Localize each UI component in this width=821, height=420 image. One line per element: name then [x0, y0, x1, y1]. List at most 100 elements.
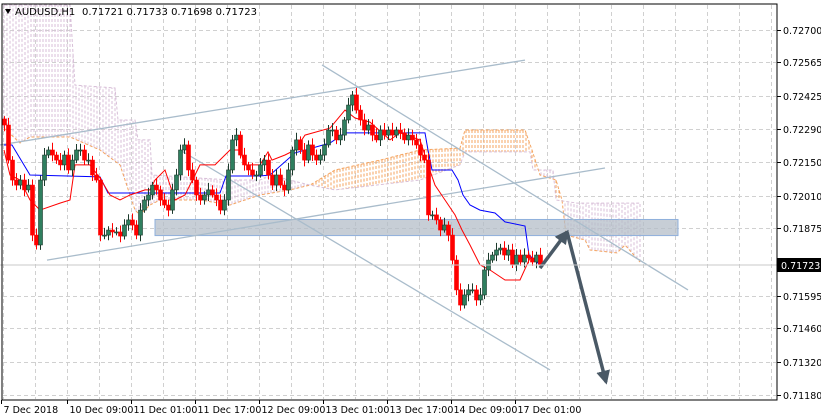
- candle: [6, 117, 11, 164]
- candle: [290, 146, 295, 176]
- candle: [158, 185, 163, 206]
- candle-body-bear: [510, 249, 515, 266]
- forecast-arrows[interactable]: [538, 229, 610, 385]
- x-tick-label: 13 Dec 01:00: [326, 405, 390, 416]
- candle: [170, 183, 175, 214]
- candle-body-bear: [526, 254, 531, 259]
- forecast-arrow-up[interactable]: [538, 229, 569, 270]
- channel-down-upper[interactable]: [321, 64, 689, 291]
- zone-rectangle[interactable]: [154, 218, 679, 237]
- candle: [502, 241, 507, 260]
- candle-body-bull: [102, 234, 107, 237]
- current-price-label: 0.71723: [781, 261, 820, 272]
- candle-body-bear: [310, 144, 315, 156]
- candle: [362, 113, 367, 136]
- candle-body-bull: [150, 184, 155, 196]
- channel-up-upper[interactable]: [0, 59, 526, 146]
- candle-body-bull: [326, 129, 331, 146]
- candle-body-bull: [482, 269, 487, 296]
- candle-body-bear: [6, 124, 11, 161]
- senkou-span-a-line: [3, 127, 641, 263]
- candle: [418, 138, 423, 162]
- chart-header: AUDUSD,H1 0.71721 0.71733 0.71698 0.7172…: [5, 7, 257, 18]
- x-tick-label: 14 Dec 09:00: [454, 405, 518, 416]
- support-resistance-zone[interactable]: [154, 218, 679, 237]
- candle-body-bull: [406, 134, 411, 141]
- candle-body-bear: [54, 154, 59, 161]
- candle: [258, 158, 263, 178]
- candle: [58, 153, 63, 171]
- candle: [338, 127, 343, 146]
- candle-body-bear: [374, 134, 379, 141]
- candle-body-bull: [70, 159, 75, 171]
- candle-body-bull: [254, 174, 259, 177]
- candle-body-bull: [26, 184, 31, 191]
- candle-body-bull: [386, 129, 391, 136]
- candle-body-bear: [450, 234, 455, 261]
- candle-body-bull: [174, 174, 179, 191]
- candle-body-bull: [138, 209, 143, 236]
- candle-body-bear: [162, 199, 167, 206]
- candle-body-bull: [366, 124, 371, 131]
- candle: [82, 144, 87, 165]
- candle-body-bear: [58, 159, 63, 166]
- candle: [178, 144, 183, 181]
- candle-body-bull: [506, 249, 511, 256]
- candle: [130, 213, 135, 231]
- candle-body-bull: [478, 294, 483, 301]
- candle-body-bull: [494, 249, 499, 256]
- triangle-down-icon[interactable]: [5, 9, 11, 14]
- candle: [94, 167, 99, 183]
- candle-body-bull: [430, 214, 435, 217]
- candle: [218, 194, 223, 215]
- grid: [3, 5, 776, 399]
- y-tick-label: 0.72010: [783, 192, 821, 203]
- trendlines[interactable]: [0, 59, 689, 371]
- candle-body-bull: [62, 154, 67, 166]
- candle: [26, 179, 31, 193]
- candle-body-bull: [318, 154, 323, 161]
- candle-body-bull: [146, 194, 151, 201]
- channel-down-lower[interactable]: [179, 149, 551, 371]
- x-tick-label: 11 Dec 17:00: [198, 405, 262, 416]
- candle: [346, 97, 351, 124]
- forecast-arrow-down[interactable]: [565, 231, 610, 385]
- y-tick-label: 0.71320: [783, 358, 821, 369]
- current-price-badge: [777, 258, 821, 272]
- candle: [494, 242, 499, 262]
- candle-body-bull: [294, 139, 299, 151]
- candle-body-bear: [402, 132, 407, 141]
- candle: [266, 153, 271, 180]
- candle: [462, 289, 467, 309]
- candle-body-bull: [74, 149, 79, 161]
- candle: [382, 123, 387, 140]
- candle: [106, 226, 111, 241]
- x-tick-label: 7 Dec 2018: [4, 405, 59, 416]
- candle-body-bull: [206, 189, 211, 196]
- candle-body-bull: [286, 169, 291, 191]
- candle-body-bear: [270, 174, 275, 186]
- candle: [414, 133, 419, 149]
- candle-body-bear: [190, 169, 195, 181]
- candle: [174, 168, 179, 196]
- channel-up-lower[interactable]: [46, 167, 606, 261]
- candle-body-bear: [298, 139, 303, 151]
- candle: [250, 162, 255, 180]
- candle-body-bear: [314, 154, 319, 161]
- x-tick-label: 13 Dec 17:00: [390, 405, 454, 416]
- candle-body-bear: [354, 94, 359, 111]
- candle: [506, 244, 511, 261]
- candle: [510, 243, 515, 268]
- candle-body-bear: [458, 289, 463, 306]
- candle-body-bull: [534, 254, 539, 263]
- candle: [214, 188, 219, 207]
- candle-body-bear: [2, 118, 7, 126]
- candle: [358, 105, 363, 126]
- candle-body-bull: [18, 179, 23, 186]
- candle-body-bull: [126, 219, 131, 226]
- candle-body-bear: [502, 247, 507, 256]
- candle-body-bear: [278, 174, 283, 186]
- candle-body-bear: [30, 184, 35, 236]
